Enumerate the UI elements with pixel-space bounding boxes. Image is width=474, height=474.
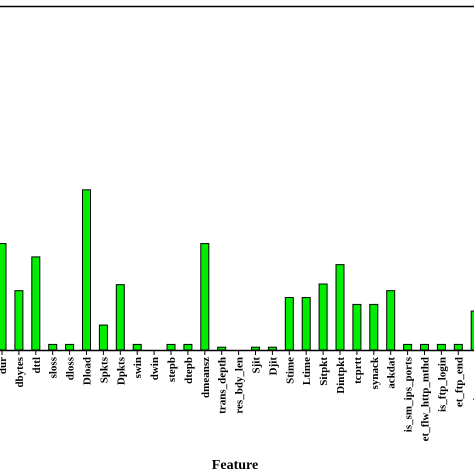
bar-Dintpkt [335, 264, 345, 351]
bars-group [0, 189, 474, 351]
x-tick-label-dur: dur [0, 357, 9, 374]
x-tick-label-dwin: dwin [149, 357, 161, 380]
x-tick-label-Sjit: Sjit [251, 357, 263, 374]
x-tick-label-tcprtt: tcprtt [352, 357, 364, 384]
bar-swin [132, 343, 142, 351]
x-tick-label-ackdat: ackdat [386, 357, 398, 389]
x-tick-label-ct_ftp_cmd: et_ftp_end [453, 357, 465, 407]
bar-synack [369, 303, 379, 351]
x-ticks-group [1, 350, 459, 355]
bar-ackdat [386, 290, 396, 351]
x-axis-title: Feature [212, 458, 258, 473]
bar-Dload [82, 189, 91, 351]
x-tick-label-is_ftp_login: is_ftp_login [436, 357, 448, 412]
bar-dtcpb [183, 343, 193, 351]
x-tick-label-dttl: dttl [31, 357, 43, 374]
bar-stcpb [166, 343, 176, 351]
bar-ct_ftp_cmd [453, 343, 463, 351]
x-tick-label-Sintpkt: Sitpkt [318, 357, 330, 386]
bar-Ltime [301, 297, 311, 351]
x-tick-label-ct_srv_src: et_srv_srv [470, 357, 474, 406]
bar-is_ftp_login [436, 343, 446, 351]
x-tick-label-Dintpkt: Dintpkt [335, 357, 347, 394]
x-tick-label-Dload: Dload [82, 357, 94, 385]
x-tick-label-dmeansz: dmeansz [200, 357, 212, 398]
bar-sloss [48, 343, 58, 351]
bar-dloss [65, 343, 75, 351]
bar-is_sm_ips_ports [403, 343, 413, 351]
x-tick-label-Stime: Stime [284, 357, 296, 384]
bar-Stime [284, 297, 294, 351]
x-tick-label-synack: synack [369, 356, 381, 389]
x-tick-label-stcpb: stepb [166, 357, 178, 382]
x-tick-label-sloss: sloss [48, 356, 60, 378]
x-tick-label-ct_flw_http_mthd: et_flw_http_mthd [420, 357, 432, 441]
x-tick-label-is_sm_ips_ports: is_sm_ips_ports [403, 356, 415, 432]
x-tick-label-Djit: Djit [267, 357, 279, 376]
x-tick-label-res_bdy_len: res_bdy_len [234, 357, 246, 414]
bar-ct_srv_src [470, 310, 474, 351]
bar-Dpkts [115, 284, 125, 351]
x-tick-label-Dpkts: Dpkts [115, 356, 127, 385]
x-tick-label-Spkts: Spkts [98, 356, 110, 383]
bar-Spkts [98, 324, 108, 351]
bar-trans_depth [217, 346, 227, 351]
bar-dttl [31, 256, 41, 351]
x-tick-label-swin: swin [132, 357, 144, 378]
bar-tcprtt [352, 303, 362, 351]
x-tick-label-dloss: dloss [65, 356, 77, 380]
bar-Sjit [251, 346, 260, 351]
x-tick-label-dtcpb: dtepb [183, 357, 195, 384]
bar-ct_flw_http_mthd [420, 343, 429, 351]
x-tick-label-dbytes: dbytes [14, 356, 26, 387]
bar-dbytes [14, 290, 24, 351]
bar-dur [0, 243, 7, 351]
x-tick-labels-group: dur dbytes dttl sloss dloss Dload Spkts Dpkts sw… [0, 356, 474, 441]
x-tick-label-Ltime: Ltime [301, 357, 313, 385]
x-tick-label-trans_depth: trans_depth [217, 357, 229, 414]
bar-Sintpkt [318, 283, 328, 351]
bar-dmeansz [200, 243, 210, 351]
bar-Djit [267, 346, 277, 351]
